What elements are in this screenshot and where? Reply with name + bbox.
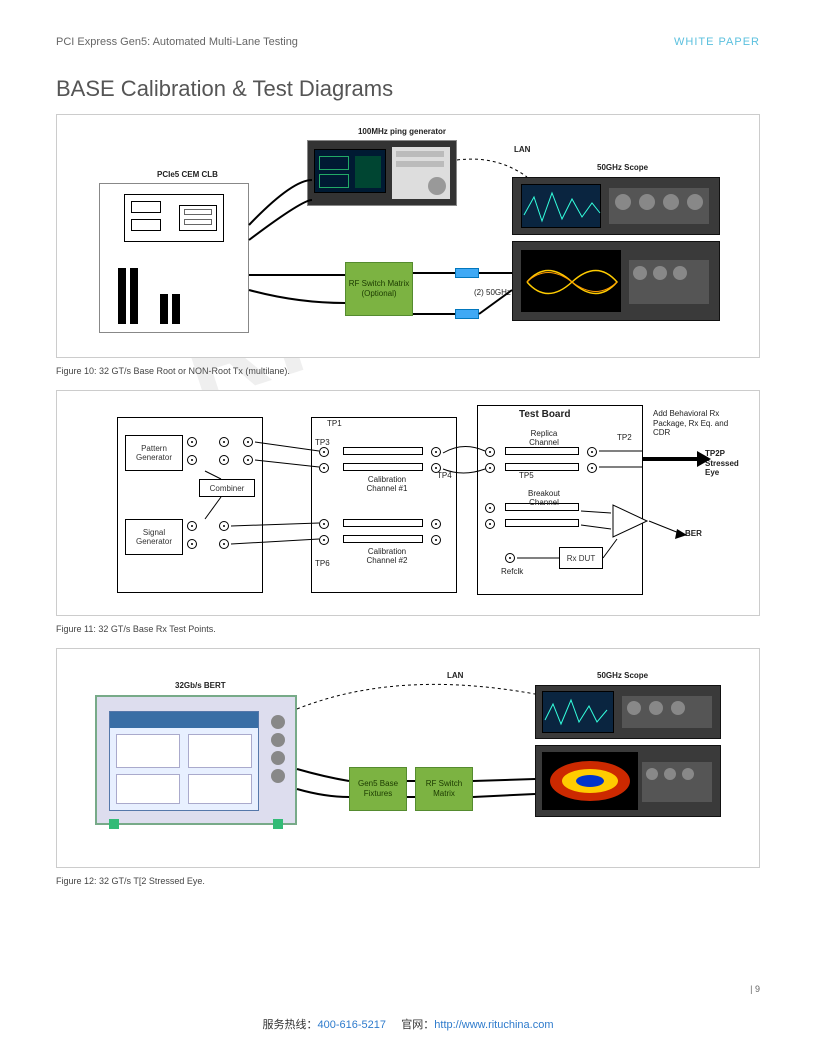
- gen5-fixtures-box: Gen5 Base Fixtures: [349, 767, 407, 811]
- test-board-label: Test Board: [519, 409, 571, 420]
- slot-bar-2: [130, 268, 138, 324]
- port: [431, 447, 441, 457]
- tp3-label: TP3: [315, 438, 330, 447]
- figure-10: 100MHz ping generator LAN 50GHz Scope PC…: [56, 114, 760, 358]
- breakout-label: Breakout Channel: [519, 489, 569, 507]
- cal2-label: Calibration Channel #2: [357, 547, 417, 565]
- port: [219, 455, 229, 465]
- figure11-caption: Figure 11: 32 GT/s Base Rx Test Points.: [56, 624, 760, 634]
- port: [485, 463, 495, 473]
- footer-site-label: 官网：: [401, 1019, 434, 1031]
- footer-url[interactable]: http://www.rituchina.com: [434, 1019, 553, 1031]
- scope-label-12: 50GHz Scope: [597, 671, 648, 680]
- port: [187, 539, 197, 549]
- port: [187, 437, 197, 447]
- scope-bottom: [512, 241, 720, 321]
- tp2p-label: TP2P Stressed Eye: [705, 449, 747, 478]
- cal2-slot-b: [343, 535, 423, 543]
- cal1-label: Calibration Channel #1: [357, 475, 417, 493]
- amplifier-icon: [611, 501, 651, 541]
- port: [431, 535, 441, 545]
- clb-label: PCIe5 CEM CLB: [157, 170, 218, 179]
- tp1-label: TP1: [327, 419, 342, 428]
- port: [587, 463, 597, 473]
- footer-phone-label: 服务热线：: [262, 1019, 317, 1031]
- lan-label: LAN: [514, 145, 530, 154]
- port: [243, 455, 253, 465]
- replica-slot-b: [505, 463, 579, 471]
- port: [431, 463, 441, 473]
- port: [319, 463, 329, 473]
- combiner: Combiner: [199, 479, 255, 497]
- port: [187, 521, 197, 531]
- replica-label: Replica Channel: [519, 429, 569, 447]
- slot-bar-1: [118, 268, 126, 324]
- tp2-label: TP2: [617, 433, 632, 442]
- figure-12: 32Gb/s BERT LAN 50GHz Scope Gen5 Base Fi…: [56, 648, 760, 868]
- slot-bar-3: [160, 294, 168, 324]
- port: [587, 447, 597, 457]
- footer-phone: 400-616-5217: [317, 1019, 386, 1031]
- scope-bottom-12: [535, 745, 721, 817]
- clb-connector: [124, 194, 224, 242]
- cal1-slot-b: [343, 463, 423, 471]
- tp5-label: TP5: [519, 471, 534, 480]
- clb-board: [99, 183, 249, 333]
- figure-11: Test Board Add Behavioral Rx Package, Rx…: [56, 390, 760, 616]
- port: [485, 519, 495, 529]
- slot-bar-4: [172, 294, 180, 324]
- section-title: BASE Calibration & Test Diagrams: [56, 76, 760, 102]
- mid-frame: [311, 417, 457, 593]
- port: [243, 437, 253, 447]
- breakout-slot-b: [505, 519, 579, 527]
- scope-top-12: [535, 685, 721, 739]
- pattern-generator: Pattern Generator: [125, 435, 183, 471]
- doc-type: WHITE PAPER: [674, 36, 760, 48]
- add-behavioral-label: Add Behavioral Rx Package, Rx Eq. and CD…: [653, 409, 733, 438]
- port: [319, 535, 329, 545]
- rx-dut: Rx DUT: [559, 547, 603, 569]
- port: [485, 447, 495, 457]
- rf-switch-box-12: RF Switch Matrix: [415, 767, 473, 811]
- page-header: PCI Express Gen5: Automated Multi-Lane T…: [56, 36, 760, 48]
- ping-generator: [307, 140, 457, 206]
- tp4-label: TP4: [437, 471, 452, 480]
- port: [485, 503, 495, 513]
- ber-label: BER: [685, 529, 702, 538]
- refclk-label: Refclk: [501, 567, 523, 576]
- signal-generator: Signal Generator: [125, 519, 183, 555]
- port: [219, 521, 229, 531]
- scope-top: [512, 177, 720, 235]
- dc-block-1: [455, 268, 479, 278]
- tp6-label: TP6: [315, 559, 330, 568]
- port: [505, 553, 515, 563]
- port: [187, 455, 197, 465]
- bert-label: 32Gb/s BERT: [175, 681, 226, 690]
- cal2-slot-a: [343, 519, 423, 527]
- port: [219, 437, 229, 447]
- bert-instrument: [95, 695, 297, 825]
- ping-gen-label: 100MHz ping generator: [342, 127, 462, 136]
- port: [219, 539, 229, 549]
- port: [319, 519, 329, 529]
- dc-block-2: [455, 309, 479, 319]
- lan-label-12: LAN: [447, 671, 463, 680]
- figure12-caption: Figure 12: 32 GT/s T[2 Stressed Eye.: [56, 876, 760, 886]
- rf-switch-box: RF Switch Matrix (Optional): [345, 262, 413, 316]
- port: [431, 519, 441, 529]
- port: [319, 447, 329, 457]
- rf-switch-label: RF Switch Matrix (Optional): [348, 279, 410, 298]
- footer: 服务热线：400-616-5217 官网：http://www.rituchin…: [0, 1016, 816, 1032]
- doc-title: PCI Express Gen5: Automated Multi-Lane T…: [56, 36, 298, 48]
- page-number: | 9: [750, 984, 760, 994]
- cal1-slot-a: [343, 447, 423, 455]
- figure10-caption: Figure 10: 32 GT/s Base Root or NON-Root…: [56, 366, 760, 376]
- replica-slot-a: [505, 447, 579, 455]
- scope-label: 50GHz Scope: [597, 163, 648, 172]
